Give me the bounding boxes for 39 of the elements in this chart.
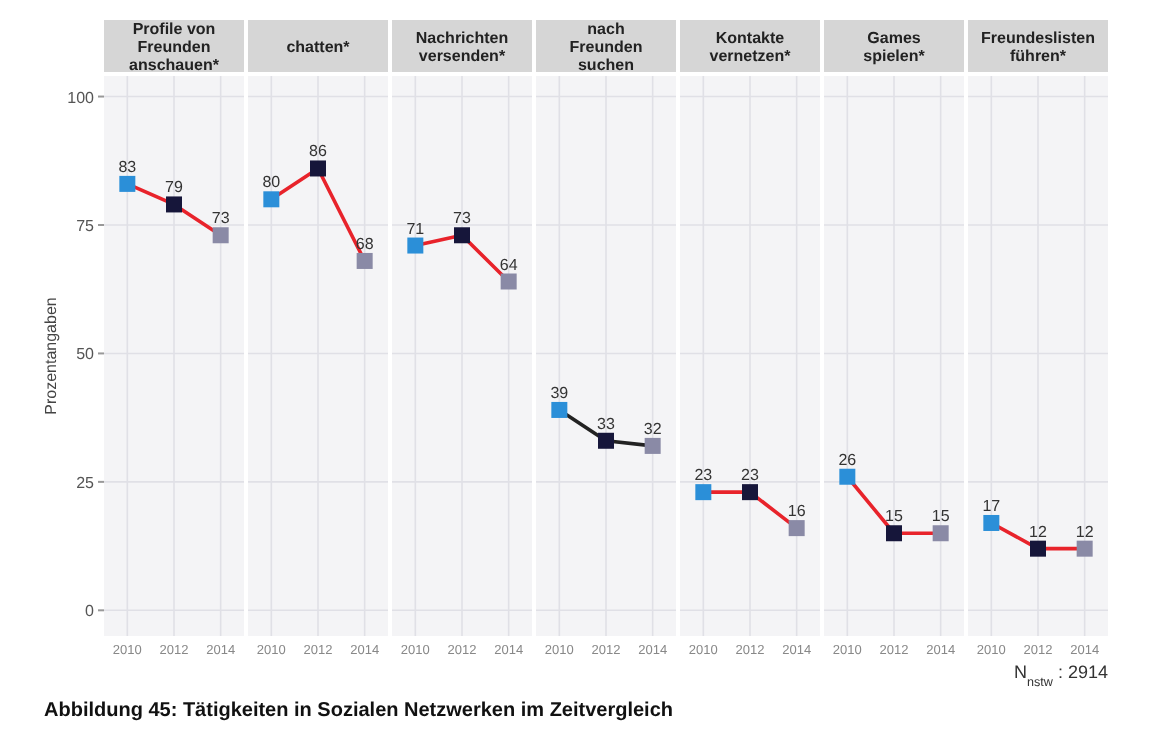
data-label: 12	[1029, 522, 1048, 541]
data-label: 80	[262, 173, 282, 192]
data-label: 23	[694, 466, 714, 485]
data-label: 15	[931, 507, 951, 526]
data-label: 17	[982, 496, 1002, 515]
y-tick-label: 100	[67, 88, 96, 107]
data-label: 32	[643, 419, 663, 438]
data-label: 64	[499, 255, 519, 274]
data-label: 73	[453, 209, 472, 228]
data-label: 83	[118, 157, 138, 176]
chart-title: Freundeslisten führen*	[981, 29, 1096, 65]
point	[212, 227, 229, 244]
y-tick-label: 25	[76, 473, 96, 492]
data-label: 15	[885, 507, 904, 526]
data-label: 68	[355, 234, 375, 253]
data-label: 23	[741, 466, 760, 485]
data-label: 86	[309, 142, 328, 161]
data-label: 39	[550, 383, 570, 402]
data-label: 33	[597, 414, 616, 433]
chart-title: nach Freunden suchen	[569, 20, 643, 74]
text: Abbildung 45: Tätigkeiten in Sozialen Netzwerken im Zeitvergleich	[44, 700, 674, 722]
data-label: 26	[838, 450, 858, 469]
chart-title: Nachrichten versenden*	[415, 29, 509, 65]
data-label: 79	[165, 178, 184, 197]
y-tick-label: 50	[76, 345, 96, 364]
chart-title: Profile von Freunden anschauen*	[129, 20, 221, 74]
y-tick-label: 0	[85, 602, 96, 621]
y-tick-label: 75	[76, 216, 96, 235]
chart-title: Kontakte vernetzen*	[709, 29, 793, 65]
text: N$_{nstw}$: 2914	[1014, 662, 1108, 689]
chart-title: chatten*	[286, 38, 352, 56]
data-label: 12	[1075, 522, 1095, 541]
y-axis-title: Prozentangaben	[42, 297, 60, 415]
point	[119, 175, 136, 192]
point	[166, 196, 182, 213]
chart-title: Games spielen*	[863, 29, 927, 65]
data-label: 73	[211, 209, 231, 228]
data-label: 71	[406, 219, 426, 238]
data-label: 16	[787, 502, 807, 521]
